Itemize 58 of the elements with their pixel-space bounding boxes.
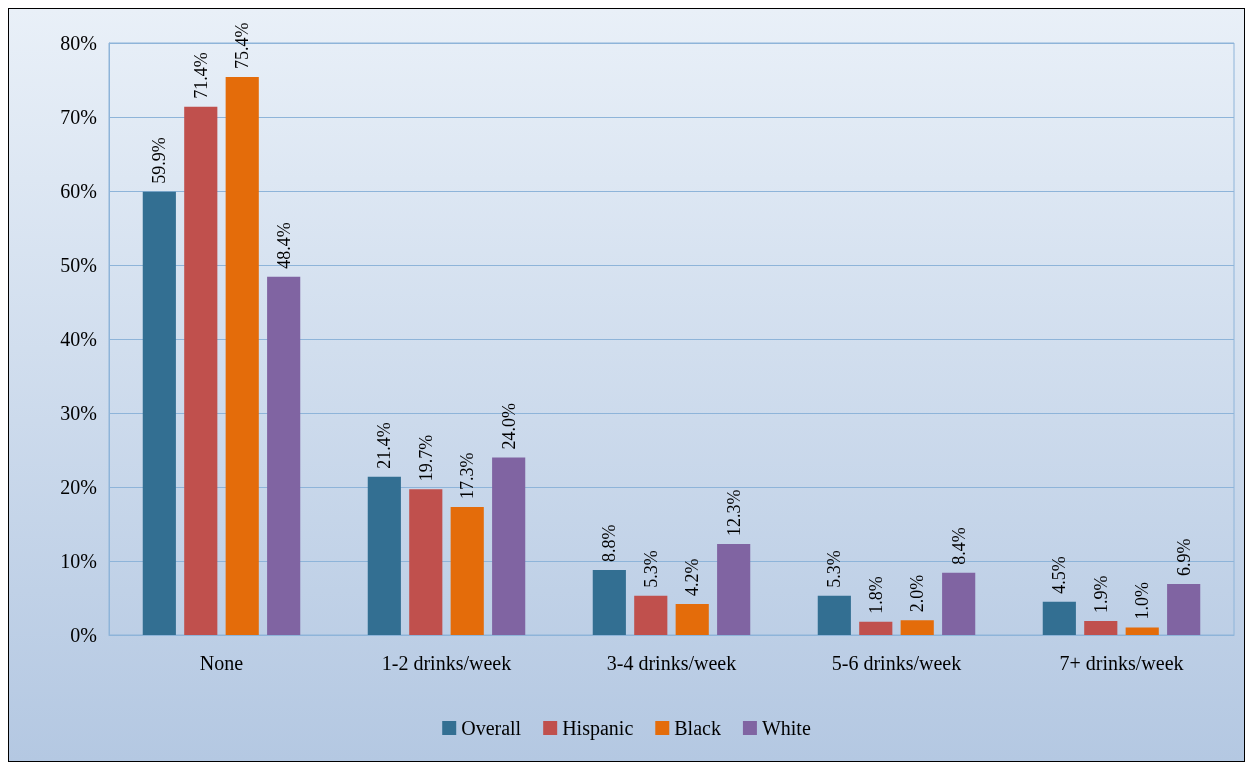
bar bbox=[225, 77, 259, 635]
bar bbox=[592, 569, 626, 635]
y-tick-label: 30% bbox=[60, 402, 97, 424]
legend-label: White bbox=[761, 717, 811, 739]
x-tick-label: 5-6 drinks/week bbox=[831, 652, 962, 674]
data-label: 75.4% bbox=[232, 22, 253, 70]
bar bbox=[817, 595, 851, 635]
bar bbox=[367, 476, 401, 635]
data-label: 8.4% bbox=[948, 527, 969, 565]
y-tick-label: 40% bbox=[60, 328, 97, 350]
y-tick-label: 10% bbox=[60, 550, 97, 572]
x-tick-label: 3-4 drinks/week bbox=[606, 652, 737, 674]
y-tick-label: 60% bbox=[60, 180, 97, 202]
legend-label: Overall bbox=[461, 717, 522, 739]
data-label: 4.5% bbox=[1049, 556, 1070, 594]
data-label: 2.0% bbox=[907, 574, 928, 613]
y-tick-label: 50% bbox=[60, 254, 97, 276]
bar bbox=[1125, 627, 1159, 635]
bar bbox=[942, 572, 976, 635]
bar bbox=[1084, 620, 1118, 635]
legend-label: Black bbox=[674, 717, 721, 739]
data-label: 4.2% bbox=[682, 558, 703, 596]
data-label: 71.4% bbox=[190, 52, 211, 99]
y-tick-label: 0% bbox=[70, 624, 97, 646]
data-label: 17.3% bbox=[457, 452, 478, 499]
data-label: 1.9% bbox=[1090, 575, 1111, 613]
bar bbox=[450, 506, 484, 635]
bar bbox=[900, 620, 934, 635]
data-label: 21.4% bbox=[374, 422, 395, 469]
x-tick-label: None bbox=[199, 652, 244, 674]
data-label: 1.0% bbox=[1132, 582, 1153, 620]
bar bbox=[859, 621, 893, 635]
bar bbox=[184, 106, 218, 635]
bar bbox=[675, 603, 709, 635]
data-label: 5.3% bbox=[824, 550, 845, 588]
bar bbox=[409, 489, 443, 635]
bar bbox=[717, 543, 751, 635]
data-label: 5.3% bbox=[640, 550, 661, 588]
bar bbox=[267, 276, 301, 635]
bar bbox=[1042, 601, 1076, 635]
data-label: 19.7% bbox=[415, 434, 436, 482]
x-tick-label: 1-2 drinks/week bbox=[381, 652, 512, 674]
x-tick-label: 7+ drinks/week bbox=[1059, 652, 1184, 674]
bar bbox=[492, 457, 526, 635]
data-label: 59.9% bbox=[149, 137, 170, 184]
data-label: 6.9% bbox=[1173, 538, 1194, 576]
y-tick-label: 70% bbox=[60, 106, 97, 128]
bar bbox=[1167, 583, 1201, 635]
data-label: 1.8% bbox=[865, 576, 886, 614]
bar bbox=[634, 595, 668, 635]
legend-label: Hispanic bbox=[562, 717, 634, 740]
y-tick-label: 20% bbox=[60, 476, 97, 498]
data-label: 12.3% bbox=[723, 489, 744, 536]
data-label: 24.0% bbox=[498, 402, 519, 450]
data-label: 48.4% bbox=[273, 222, 294, 269]
data-label: 8.8% bbox=[599, 524, 620, 562]
y-tick-label: 80% bbox=[60, 32, 97, 54]
bar bbox=[142, 191, 176, 635]
